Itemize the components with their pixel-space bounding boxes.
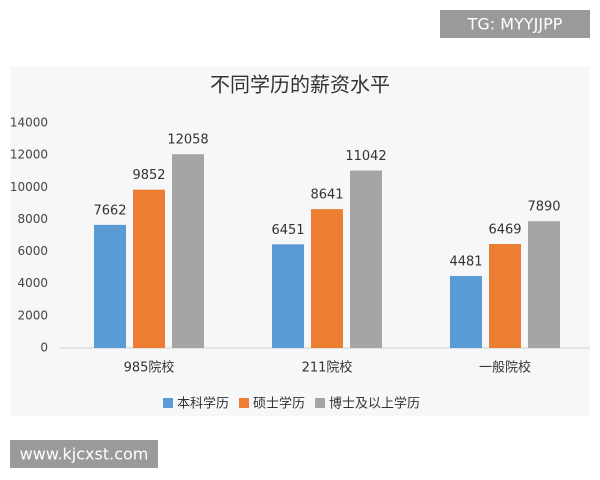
watermark-box (440, 10, 590, 38)
y-tick-label: 12000 (10, 148, 48, 162)
watermark: www.kjcxst.com (20, 445, 149, 464)
bar (172, 154, 204, 348)
bar (450, 275, 482, 348)
legend-swatch (239, 398, 250, 408)
bar (528, 221, 560, 348)
value-label: 9852 (132, 168, 165, 183)
legend-swatch (315, 398, 326, 408)
legend-label: 本科学历 (177, 396, 229, 412)
value-label: 7662 (93, 203, 126, 218)
y-tick-label: 4000 (17, 276, 48, 290)
bar (133, 189, 165, 348)
legend-label: 硕士学历 (253, 396, 305, 412)
legend-label: 博士及以上学历 (329, 396, 420, 412)
watermark: TG: MYYJJPP (467, 15, 563, 34)
x-tick-label: 985院校 (124, 360, 175, 376)
value-label: 6469 (488, 223, 521, 238)
bar (350, 170, 382, 348)
watermark-box (10, 440, 158, 468)
bar (489, 244, 521, 348)
y-tick-label: 6000 (17, 244, 48, 258)
value-label: 6451 (271, 223, 304, 238)
value-label: 4481 (449, 254, 482, 269)
bar (311, 209, 343, 348)
bar (272, 244, 304, 348)
legend-swatch (163, 398, 173, 408)
value-label: 12058 (167, 133, 208, 148)
value-label: 11042 (345, 149, 386, 164)
y-tick-label: 14000 (10, 116, 48, 130)
value-label: 7890 (527, 200, 560, 215)
y-tick-label: 2000 (17, 308, 48, 322)
y-tick-label: 8000 (17, 212, 48, 226)
value-label: 8641 (310, 188, 343, 203)
bar (94, 224, 126, 348)
chart-title: 不同学历的薪资水平 (210, 73, 390, 97)
x-tick-label: 一般院校 (479, 360, 531, 376)
x-tick-label: 211院校 (302, 360, 353, 376)
y-tick-label: 0 (40, 341, 48, 355)
y-tick-label: 10000 (10, 180, 48, 194)
